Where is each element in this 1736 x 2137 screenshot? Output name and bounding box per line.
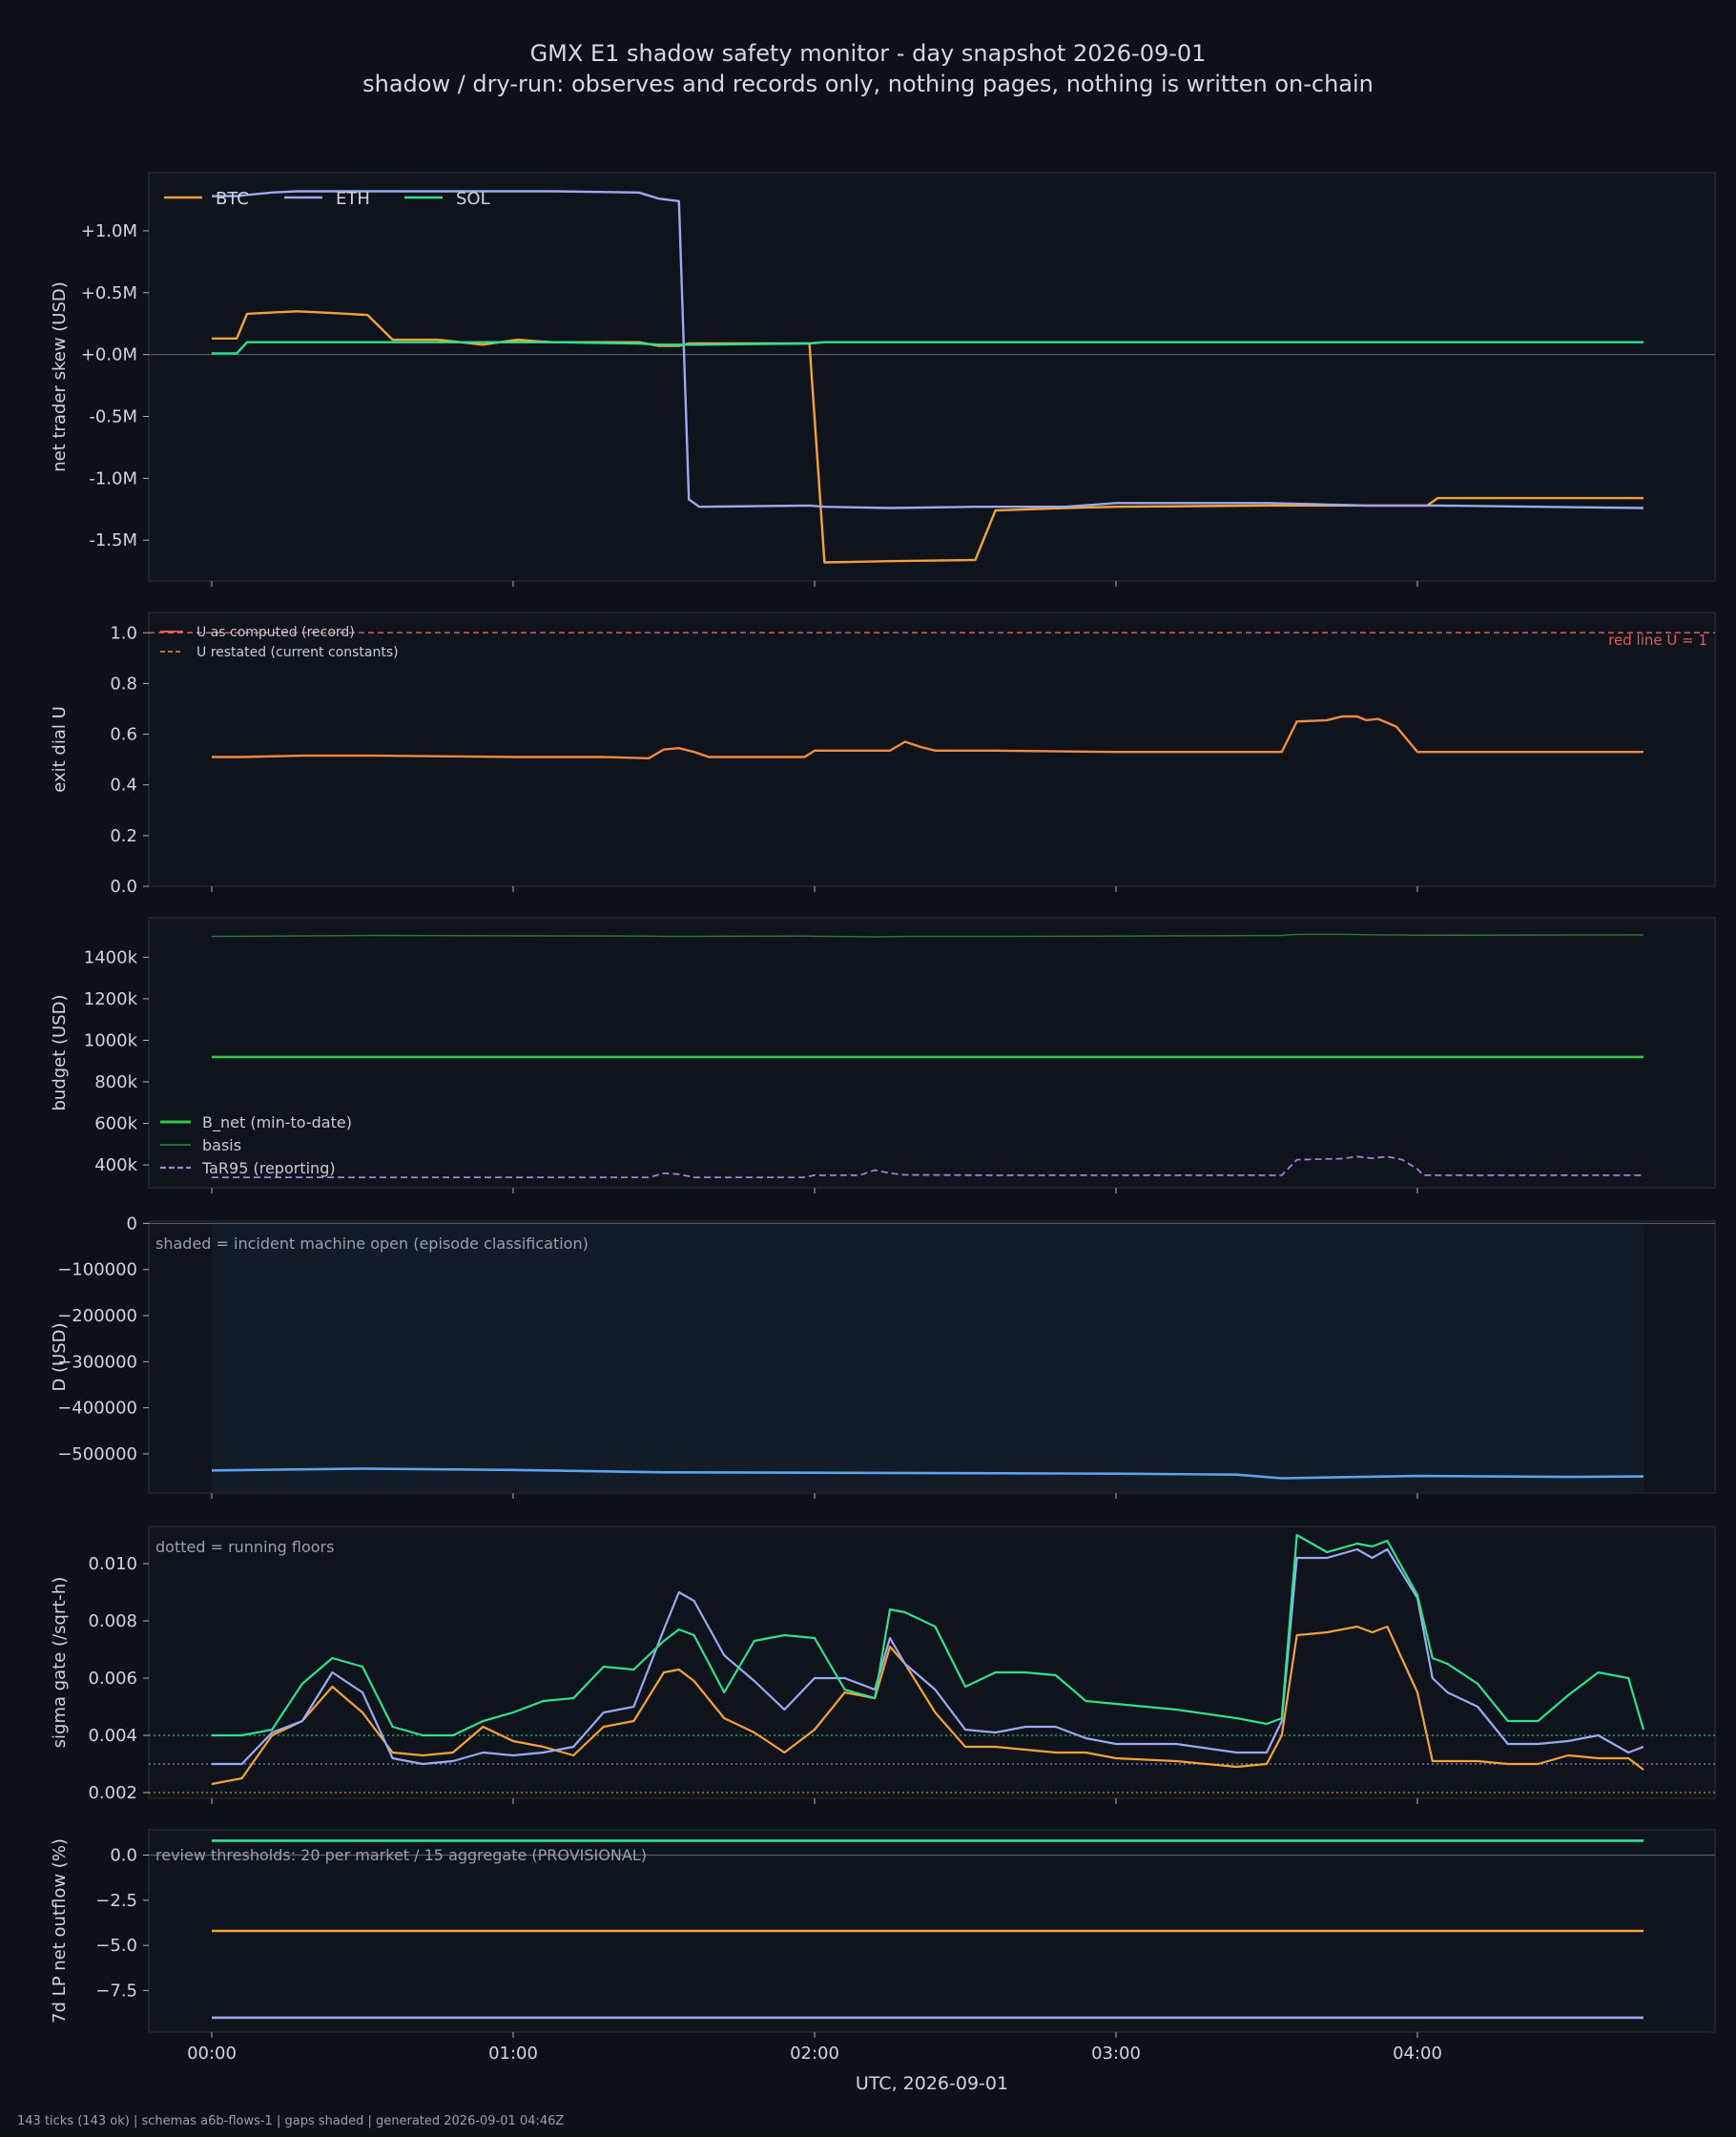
threshold-annotation: red line U = 1 <box>1608 632 1707 649</box>
panel-3-frame <box>148 917 1716 1189</box>
chart-title: GMX E1 shadow safety monitor - day snaps… <box>529 40 1207 67</box>
y-tick-label: 1200k <box>84 989 138 1009</box>
y-axis-label: exit dial U <box>50 706 70 793</box>
y-tick-label: 600k <box>94 1114 137 1134</box>
y-tick-label: 0.6 <box>110 725 137 745</box>
y-tick-label: -1.5M <box>89 530 137 550</box>
incident-shaded-region <box>212 1221 1643 1493</box>
series-line-eth <box>212 190 1644 509</box>
y-tick-label: -1.0M <box>89 468 137 488</box>
y-tick-label: +0.0M <box>81 345 137 365</box>
y-axis-label: net trader skew (USD) <box>50 281 70 472</box>
series-line-sol <box>212 341 1643 355</box>
x-tick-label: 03:00 <box>1091 2044 1141 2064</box>
y-axis-label: 7d LP net outflow (%) <box>50 1838 70 2023</box>
y-tick-label: 0.8 <box>110 674 137 694</box>
y-tick-label: 1000k <box>84 1030 138 1050</box>
y-tick-label: −100000 <box>57 1260 137 1280</box>
y-tick-label: 0.004 <box>88 1726 137 1746</box>
y-tick-label: −7.5 <box>95 1981 137 2001</box>
status-footer: 143 ticks (143 ok) | schemas a6b-flows-1… <box>17 2114 565 2128</box>
y-tick-label: 0.002 <box>88 1783 137 1803</box>
panel-1-frame <box>148 172 1716 582</box>
y-tick-label: −200000 <box>57 1306 137 1326</box>
y-tick-label: 0 <box>127 1214 137 1234</box>
y-tick-label: 1400k <box>84 947 138 967</box>
series-line-basis <box>211 933 1644 938</box>
y-tick-label: 0.2 <box>110 826 137 846</box>
y-axis-label: budget (USD) <box>50 994 70 1110</box>
x-axis-label: UTC, 2026-09-01 <box>856 2073 1008 2094</box>
panel-annotation: shaded = incident machine open (episode … <box>155 1234 589 1253</box>
y-tick-label: −2.5 <box>95 1891 137 1911</box>
chart-subtitle: shadow / dry-run: observes and records o… <box>362 71 1374 97</box>
y-tick-label: +0.5M <box>81 283 137 303</box>
legend-label: TaR95 (reporting) <box>201 1159 336 1177</box>
series-line-u-record <box>212 715 1643 760</box>
y-tick-label: −5.0 <box>95 1936 137 1956</box>
y-tick-label: 800k <box>94 1072 137 1092</box>
x-tick-label: 02:00 <box>790 2044 839 2064</box>
y-tick-label: 400k <box>94 1155 137 1175</box>
x-tick-label: 01:00 <box>488 2044 538 2064</box>
x-tick-label: 00:00 <box>187 2044 237 2064</box>
y-tick-label: 0.0 <box>110 877 137 897</box>
series-line-sol <box>212 1533 1645 1737</box>
legend-label: basis <box>202 1136 241 1154</box>
legend-label: ETH <box>336 189 370 209</box>
series-line-btc <box>212 310 1643 564</box>
legend-label: U restated (current constants) <box>196 645 399 660</box>
series-line-eth <box>212 1547 1644 1766</box>
y-tick-label: 0.4 <box>110 776 137 796</box>
series-line-btc <box>211 1625 1644 1786</box>
y-tick-label: 0.006 <box>88 1669 137 1689</box>
y-tick-label: -0.5M <box>89 407 137 427</box>
y-tick-label: +1.0M <box>81 221 137 241</box>
panel-annotation: review thresholds: 20 per market / 15 ag… <box>155 1846 647 1864</box>
x-tick-label: 04:00 <box>1393 2044 1442 2064</box>
legend-label: BTC <box>216 189 249 209</box>
y-axis-label: sigma gate (/sqrt-h) <box>50 1577 70 1749</box>
y-tick-label: −500000 <box>57 1444 137 1464</box>
y-tick-label: −300000 <box>57 1352 137 1372</box>
legend-label: SOL <box>456 189 490 209</box>
legend-label: U as computed (record) <box>196 625 355 640</box>
y-axis-label: D (USD) <box>50 1322 70 1391</box>
legend-label: B_net (min-to-date) <box>202 1113 352 1132</box>
panel-5-frame <box>148 1525 1716 1799</box>
series-line-tar95 <box>212 1155 1643 1178</box>
panel-annotation: dotted = running floors <box>155 1538 334 1556</box>
y-tick-label: 0.0 <box>110 1846 137 1866</box>
y-tick-label: 0.008 <box>88 1611 137 1631</box>
y-tick-label: −400000 <box>57 1399 137 1419</box>
y-tick-label: 0.010 <box>88 1554 137 1574</box>
y-tick-label: 1.0 <box>110 623 137 643</box>
series-line-d <box>211 1467 1644 1480</box>
